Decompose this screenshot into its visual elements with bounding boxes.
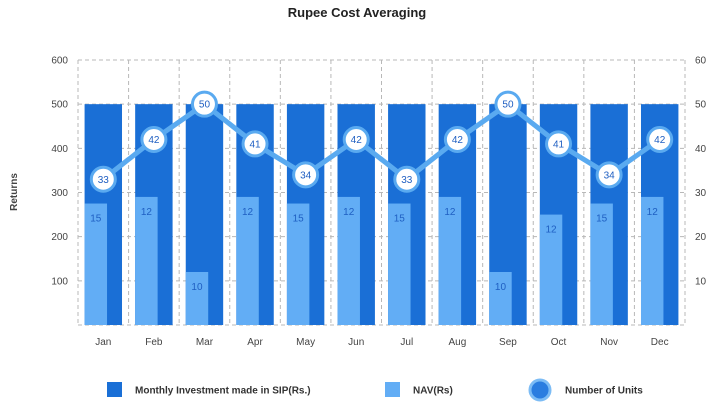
legend-swatch-investment bbox=[107, 382, 122, 397]
x-tick-label: Jun bbox=[348, 337, 364, 348]
units-point-label: 42 bbox=[351, 135, 363, 146]
nav-bar-label: 10 bbox=[495, 282, 507, 293]
units-point bbox=[190, 90, 218, 118]
nav-bar bbox=[286, 203, 310, 325]
units-point-label: 34 bbox=[300, 170, 312, 181]
nav-bar-label: 15 bbox=[596, 214, 608, 225]
y-axis-label: Returns bbox=[9, 173, 20, 211]
nav-bar-label: 15 bbox=[394, 214, 406, 225]
legend-label-units: Number of Units bbox=[565, 386, 643, 397]
units-point-label: 34 bbox=[604, 170, 616, 181]
nav-bar bbox=[438, 196, 462, 325]
nav-bar-label: 12 bbox=[545, 225, 557, 236]
legend-label-investment: Monthly Investment made in SIP(Rs.) bbox=[135, 386, 311, 397]
units-point-label: 42 bbox=[452, 135, 464, 146]
nav-bar-label: 12 bbox=[647, 207, 659, 218]
y2-tick-label: 50 bbox=[695, 100, 707, 111]
x-tick-label: Dec bbox=[651, 337, 669, 348]
units-point-label: 33 bbox=[98, 175, 110, 186]
legend: Monthly Investment made in SIP(Rs.) NAV(R… bbox=[107, 378, 643, 402]
units-point bbox=[89, 165, 117, 193]
x-tick-label: Nov bbox=[600, 337, 618, 348]
nav-bar-label: 10 bbox=[191, 282, 203, 293]
y-tick-label: 100 bbox=[51, 276, 68, 287]
units-point bbox=[393, 165, 421, 193]
nav-bar bbox=[590, 203, 613, 325]
x-tick-label: Jan bbox=[95, 337, 111, 348]
nav-bar-label: 12 bbox=[343, 207, 355, 218]
x-tick-label: Mar bbox=[196, 337, 214, 348]
units-point bbox=[494, 90, 522, 118]
units-point-label: 50 bbox=[502, 100, 514, 111]
y2-tick-label: 20 bbox=[695, 232, 707, 243]
x-tick-label: Aug bbox=[448, 337, 466, 348]
nav-bar bbox=[388, 203, 411, 325]
y2-tick-label: 10 bbox=[695, 276, 707, 287]
units-point bbox=[140, 126, 168, 153]
units-point bbox=[241, 130, 269, 158]
nav-bar bbox=[84, 203, 108, 325]
nav-bar bbox=[489, 272, 512, 325]
legend-label-nav: NAV(Rs) bbox=[413, 386, 453, 397]
y2-tick-label: 30 bbox=[695, 188, 707, 199]
units-point-label: 41 bbox=[249, 139, 261, 150]
nav-bar-label: 12 bbox=[444, 207, 456, 218]
x-tick-label: Oct bbox=[551, 337, 567, 348]
units-line: 33 42 50 41 34 42 33 42 50 41 34 42 bbox=[89, 90, 674, 193]
units-point-label: 42 bbox=[654, 135, 666, 146]
y-tick-label: 300 bbox=[51, 188, 68, 199]
nav-bar bbox=[236, 196, 259, 325]
x-tick-label: May bbox=[296, 337, 315, 348]
units-point bbox=[342, 126, 370, 153]
nav-bar-label: 15 bbox=[293, 214, 305, 225]
units-point-label: 33 bbox=[401, 175, 413, 186]
nav-bar bbox=[185, 272, 209, 325]
units-point-label: 41 bbox=[553, 139, 565, 150]
nav-bar bbox=[539, 214, 563, 325]
nav-bar bbox=[640, 196, 664, 325]
x-tick-label: Apr bbox=[247, 337, 263, 348]
y-tick-label: 600 bbox=[51, 56, 68, 67]
legend-swatch-units bbox=[528, 378, 552, 402]
units-point-label: 50 bbox=[199, 100, 211, 111]
y2-tick-label: 40 bbox=[695, 144, 707, 155]
y2-tick-label: 60 bbox=[695, 56, 707, 67]
grid bbox=[77, 59, 686, 326]
chart-title: Rupee Cost Averaging bbox=[288, 5, 427, 20]
nav-bar bbox=[337, 196, 360, 325]
nav-bar-label: 15 bbox=[90, 214, 102, 225]
units-point bbox=[443, 126, 471, 153]
units-point bbox=[595, 161, 623, 189]
legend-swatch-nav bbox=[385, 382, 400, 397]
y-tick-label: 200 bbox=[51, 232, 68, 243]
axis-ticks: 100 200 300 400 500 600 10 20 30 40 50 60 Jan Feb Mar A… bbox=[51, 56, 706, 349]
y-tick-label: 400 bbox=[51, 144, 68, 155]
units-point bbox=[292, 161, 320, 189]
nav-bar-label: 12 bbox=[242, 207, 254, 218]
nav-bar bbox=[135, 196, 158, 325]
x-tick-label: Sep bbox=[499, 337, 517, 348]
units-point-label: 42 bbox=[148, 135, 160, 146]
x-tick-label: Jul bbox=[400, 337, 413, 348]
x-tick-label: Feb bbox=[145, 337, 163, 348]
units-point bbox=[545, 130, 573, 158]
y-tick-label: 500 bbox=[51, 100, 68, 111]
units-point bbox=[646, 126, 674, 153]
nav-bar-label: 12 bbox=[141, 207, 153, 218]
